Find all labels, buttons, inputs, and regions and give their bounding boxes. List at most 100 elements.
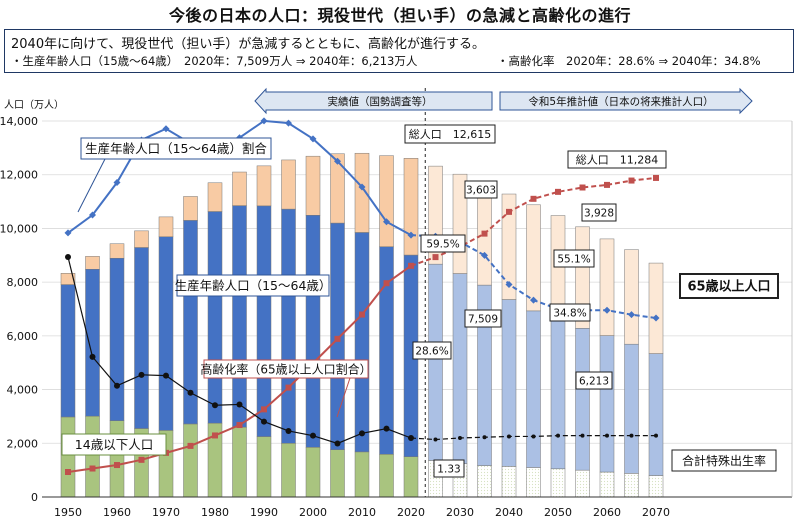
y-tick-label: 14,000: [0, 115, 38, 128]
total-2040-box: [567, 150, 667, 169]
bar-working-1995: [281, 208, 296, 444]
y-tick-label: 10,000: [0, 222, 38, 235]
point-working-ratio-1990: [260, 117, 268, 125]
bar-children-2000: [305, 447, 321, 498]
total-2020: 総人口 12,615: [409, 127, 492, 141]
bar-elderly-1955: [85, 256, 100, 270]
bar-working-1990: [256, 205, 272, 437]
point-working-ratio-1950: [64, 229, 72, 237]
bar-children-1975: [183, 423, 198, 498]
bar-elderly-1985: [232, 171, 247, 206]
bar-working-1965: [134, 247, 149, 429]
point-working-ratio-1970: [162, 125, 170, 133]
point-aging-rate-2040: [506, 208, 512, 215]
point-aging-rate-2015: [383, 280, 390, 287]
fertility-2020-box: [433, 459, 465, 478]
summary-lead: 2040年に向けて、現役世代（担い手）が急減するとともに、高齢化が進行する。: [11, 37, 486, 52]
working-2020-box: [464, 309, 502, 328]
banner-projection: [499, 87, 753, 115]
bar-working-2040: [501, 299, 517, 467]
bar-elderly-1990: [256, 165, 272, 207]
bar-elderly-1995: [281, 159, 296, 210]
bar-working-1960: [109, 257, 125, 421]
x-tick-label: 1970: [152, 506, 180, 519]
point-aging-rate-1955: [89, 465, 96, 472]
label-aging-rate-box: [203, 359, 369, 379]
x-tick-label: 2040: [495, 506, 523, 519]
ratio-2020-box: [420, 234, 466, 253]
bar-children-2060: [599, 471, 615, 498]
label-elderly: 65歳以上人口: [687, 279, 770, 295]
label-working-ratio-box: [80, 137, 272, 160]
elderly-2040-box: [581, 203, 617, 222]
banner-projection-label: 令和5年推計値（日本の将来推計人口）: [528, 95, 713, 108]
bar-children-1990: [256, 436, 272, 498]
bar-working-2050: [550, 319, 566, 470]
bar-working-2045: [526, 310, 541, 468]
point-aging-rate-2035: [481, 230, 488, 237]
bar-elderly-1960: [109, 243, 125, 259]
working-2040-box: [575, 371, 613, 390]
bar-children-2045: [526, 467, 541, 498]
bar-elderly-2010: [354, 152, 370, 233]
bar-elderly-2070: [648, 262, 664, 354]
bar-working-2070: [648, 353, 664, 476]
x-tick-label: 2060: [593, 506, 621, 519]
y-tick-label: 8,000: [7, 276, 39, 289]
working-2020: 7,509: [468, 313, 498, 325]
bar-working-2030: [452, 273, 468, 464]
point-working-ratio-1960: [113, 179, 121, 187]
bar-elderly-2000: [305, 155, 321, 216]
x-tick-label: 2020: [397, 506, 425, 519]
bar-elderly-2020: [403, 158, 419, 256]
point-fertility-2060: [605, 433, 609, 438]
label-elderly-box: [679, 273, 779, 299]
label-children: 14歳以下人口: [75, 437, 153, 452]
y-axis-label: 人口（万人）: [4, 99, 64, 111]
bar-children-1950: [60, 416, 76, 498]
bar-working-2065: [624, 343, 639, 474]
point-fertility-1965: [138, 371, 145, 378]
point-aging-rate-2050: [555, 188, 561, 195]
bar-children-1960: [109, 420, 125, 498]
bar-children-2055: [575, 469, 590, 498]
label-working-pop-box: [176, 274, 330, 297]
x-tick-label: 2070: [642, 506, 670, 519]
point-aging-rate-2005: [334, 335, 341, 342]
elderly-2020-box: [464, 180, 498, 199]
point-aging-rate-1960: [114, 462, 120, 469]
point-fertility-2045: [531, 434, 536, 439]
bar-children-2015: [379, 454, 394, 498]
point-working-ratio-1995: [285, 119, 292, 127]
point-working-ratio-2020: [407, 231, 415, 239]
point-fertility-2040: [507, 434, 511, 439]
bar-children-2070: [648, 475, 664, 498]
x-tick-label: 1990: [250, 506, 278, 519]
ratio-2040: 55.1%: [557, 253, 590, 265]
x-tick-label: 1980: [201, 506, 229, 519]
point-working-ratio-2015: [383, 218, 390, 226]
summary-box: 2040年に向けて、現役世代（担い手）が急減するとともに、高齢化が進行する。 ・…: [4, 29, 794, 73]
point-aging-rate-2070: [653, 174, 659, 181]
bar-working-1955: [85, 269, 100, 417]
bar-elderly-2060: [599, 238, 615, 336]
point-working-ratio-2035: [481, 251, 488, 259]
point-working-ratio-2005: [334, 157, 341, 165]
label-working-ratio: 生産年齢人口（15〜64歳）割合: [85, 141, 267, 156]
point-fertility-2035: [482, 435, 487, 440]
y-tick-label: 6,000: [7, 330, 39, 343]
bar-elderly-2065: [624, 249, 639, 345]
point-fertility-2005: [334, 440, 341, 447]
bar-working-2015: [379, 246, 394, 455]
bar-elderly-1950: [60, 273, 76, 285]
point-aging-rate-2025: [432, 254, 439, 261]
point-aging-rate-1975: [187, 442, 194, 449]
elderly-2040: 3,928: [584, 207, 614, 219]
ratio-2040-box: [553, 249, 595, 268]
bar-working-1985: [232, 205, 247, 428]
bar-children-1995: [281, 443, 296, 498]
bar-working-1980: [207, 211, 223, 424]
point-fertility-1995: [285, 427, 292, 434]
point-aging-rate-1950: [65, 469, 71, 475]
